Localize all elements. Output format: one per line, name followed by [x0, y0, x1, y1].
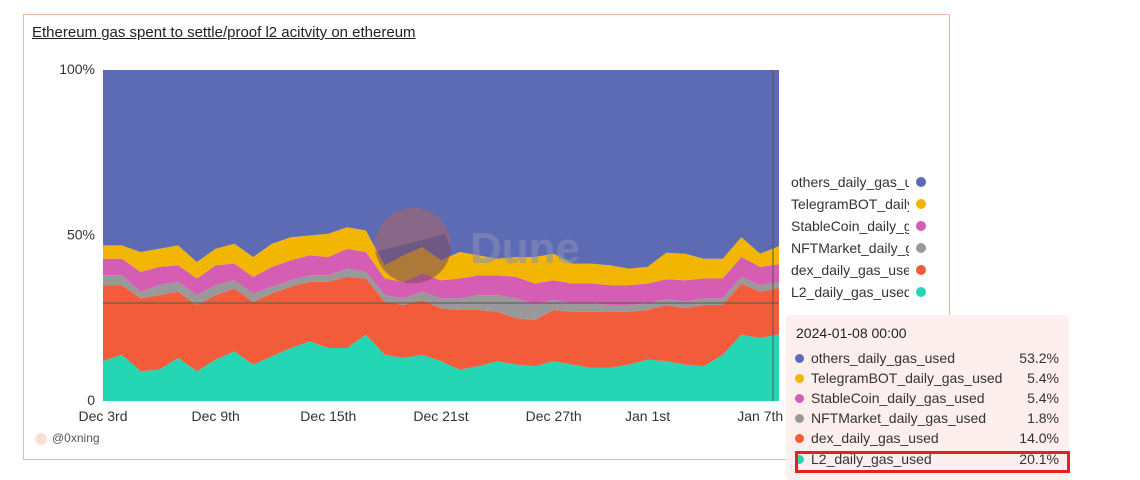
legend-dot-icon — [916, 221, 926, 231]
x-tick-label: Dec 15th — [300, 408, 356, 424]
area-NFTMarket_daily_gas_used[interactable] — [103, 268, 779, 320]
legend-dot-icon — [916, 265, 926, 275]
x-tick-label: Dec 9th — [192, 408, 240, 424]
legend-label: StableCoin_daily_gas_used — [791, 218, 909, 234]
tooltip-row: TelegramBOT_daily_gas_used 5.4% — [786, 369, 1069, 389]
series-dot-icon — [795, 455, 804, 464]
tooltip-row: StableCoin_daily_gas_used 5.4% — [786, 389, 1069, 409]
author-credit[interactable]: @0xning — [35, 431, 100, 445]
legend-label: dex_daily_gas_used — [791, 262, 909, 278]
area-dex_daily_gas_used[interactable] — [103, 276, 779, 372]
tooltip-value: 5.4% — [1027, 370, 1059, 386]
legend-label: TelegramBOT_daily_gas_used — [791, 196, 909, 212]
legend-dot-icon — [916, 287, 926, 297]
tooltip-value: 20.1% — [1019, 451, 1059, 467]
legend-label: NFTMarket_daily_gas_used — [791, 240, 909, 256]
legend-item-others[interactable]: others_daily_gas_used — [791, 172, 936, 194]
legend-item-telegrambot[interactable]: TelegramBOT_daily_gas_used — [791, 194, 936, 216]
highlight-box — [795, 451, 1070, 473]
x-tick-label: Dec 27th — [526, 408, 582, 424]
legend: others_daily_gas_used TelegramBOT_daily_… — [791, 172, 936, 304]
tooltip-label: L2_daily_gas_used — [811, 451, 932, 467]
area-others_daily_gas_used[interactable] — [103, 70, 779, 269]
legend-dot-icon — [916, 243, 926, 253]
watermark-text: Dune — [470, 224, 580, 273]
x-tick-label: Dec 3rd — [78, 408, 127, 424]
legend-label: L2_daily_gas_used — [791, 284, 909, 300]
legend-item-l2[interactable]: L2_daily_gas_used — [791, 282, 936, 304]
series-dot-icon — [795, 394, 804, 403]
series-dot-icon — [795, 414, 804, 423]
tooltip-row: NFTMarket_daily_gas_used 1.8% — [786, 409, 1069, 429]
dune-watermark: Dune — [375, 208, 605, 293]
y-tick-label: 0 — [87, 392, 95, 408]
tooltip-date: 2024-01-08 00:00 — [796, 325, 907, 341]
area-StableCoin_daily_gas_used[interactable] — [103, 248, 779, 305]
tooltip-value: 5.4% — [1027, 390, 1059, 406]
tooltip-row: dex_daily_gas_used 14.0% — [786, 429, 1069, 449]
tooltip-label: dex_daily_gas_used — [811, 430, 939, 446]
x-tick-label: Jan 7th — [737, 408, 783, 424]
legend-dot-icon — [916, 199, 926, 209]
x-tick-label: Dec 21st — [413, 408, 468, 424]
area-L2_daily_gas_used[interactable] — [103, 334, 779, 401]
tooltip-row: others_daily_gas_used 53.2% — [786, 349, 1069, 369]
legend-item-nftmarket[interactable]: NFTMarket_daily_gas_used — [791, 238, 936, 260]
avatar — [35, 432, 47, 445]
tooltip-value: 53.2% — [1019, 350, 1059, 366]
area-TelegramBOT_daily_gas_used[interactable] — [103, 227, 779, 286]
tooltip-row: L2_daily_gas_used 20.1% — [786, 450, 1069, 470]
tooltip-label: NFTMarket_daily_gas_used — [811, 410, 987, 426]
series-dot-icon — [795, 354, 804, 363]
tooltip-value: 14.0% — [1019, 430, 1059, 446]
chart-title[interactable]: Ethereum gas spent to settle/proof l2 ac… — [32, 24, 416, 41]
tooltip-label: StableCoin_daily_gas_used — [811, 390, 985, 406]
series-dot-icon — [795, 434, 804, 443]
series-dot-icon — [795, 374, 804, 383]
tooltip-value: 1.8% — [1027, 410, 1059, 426]
tooltip-label: others_daily_gas_used — [811, 350, 955, 366]
legend-item-stablecoin[interactable]: StableCoin_daily_gas_used — [791, 216, 936, 238]
x-tick-label: Jan 1st — [625, 408, 670, 424]
legend-label: others_daily_gas_used — [791, 174, 909, 190]
y-tick-label: 100% — [59, 61, 95, 77]
legend-dot-icon — [916, 177, 926, 187]
tooltip-label: TelegramBOT_daily_gas_used — [811, 370, 1003, 386]
author-handle: @0xning — [52, 431, 100, 445]
y-tick-label: 50% — [67, 227, 95, 243]
legend-item-dex[interactable]: dex_daily_gas_used — [791, 260, 936, 282]
